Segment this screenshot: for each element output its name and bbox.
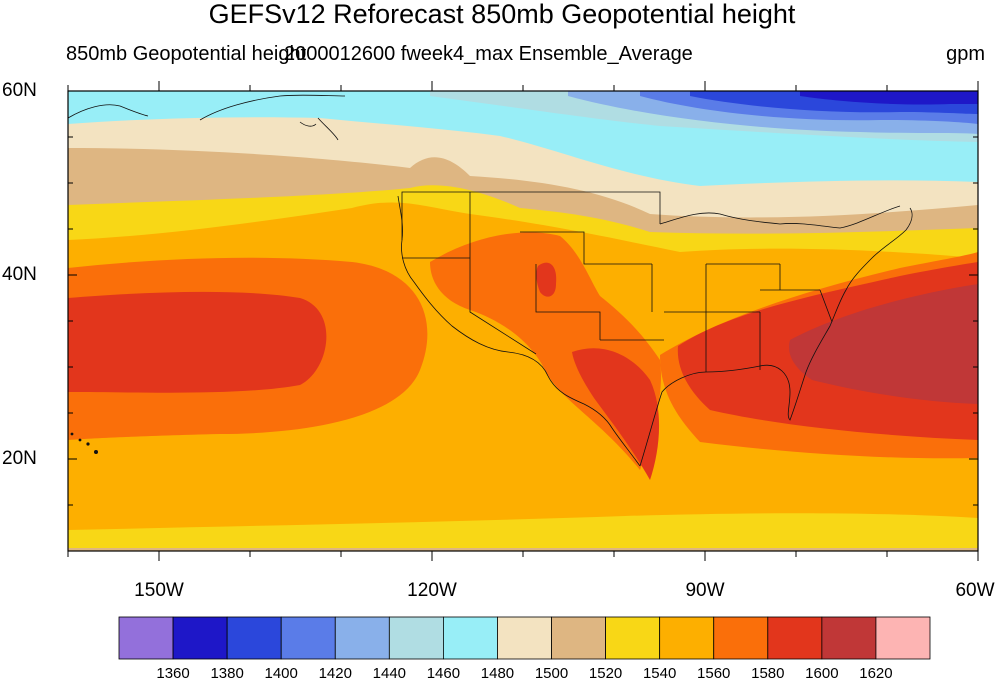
colorbar-label: 1620 <box>859 665 893 682</box>
contour-band-south-1500 <box>68 548 978 551</box>
lat-label: 40N <box>2 264 37 285</box>
axis-ticks <box>67 81 979 561</box>
contour-band-1600-gulf-west <box>572 348 660 480</box>
colorbar-label: 1380 <box>210 665 244 682</box>
figure-title: GEFSv12 Reforecast 850mb Geopotential he… <box>208 0 796 29</box>
colorbar-label: 1500 <box>534 665 569 682</box>
colorbar-swatch <box>442 616 498 660</box>
colorbar-swatch <box>172 616 228 660</box>
lon-label: 150W <box>134 580 184 601</box>
colorbar-label: 1420 <box>318 665 352 682</box>
variable-subtitle: 850mb Geopotential height <box>66 43 307 65</box>
contour-band-1600-pacific-high <box>68 291 327 393</box>
colorbar-label: 1480 <box>480 665 515 682</box>
colorbar-label: 1360 <box>156 665 190 682</box>
contour-band-1380 <box>800 91 978 105</box>
colorbar-label: 1580 <box>751 665 785 682</box>
colorbar-label: 1440 <box>372 665 407 682</box>
colorbar-swatch <box>226 616 282 660</box>
colorbar-label: 1540 <box>642 665 677 682</box>
colorbar-swatch <box>118 616 174 660</box>
colorbar-swatch <box>713 616 769 660</box>
map-plot-area <box>68 91 978 551</box>
colorbar-label: 1560 <box>697 665 731 682</box>
colorbar-swatch <box>659 616 715 660</box>
colorbar-swatch <box>280 616 336 660</box>
run-subtitle: 2000012600 fweek4_max Ensemble_Average <box>284 43 693 65</box>
lon-label: 120W <box>407 580 457 601</box>
colorbar-swatch <box>551 616 606 660</box>
contour-band-1620-atlantic-high <box>788 284 978 404</box>
colorbar-swatch <box>605 616 661 660</box>
coastlines-and-borders <box>68 94 913 467</box>
lat-label: 60N <box>2 80 37 101</box>
colorbar-swatch <box>334 616 390 660</box>
colorbar-swatch <box>875 616 931 660</box>
colorbar-label: 1520 <box>588 665 623 682</box>
contour-band-1580-interior-west <box>430 232 661 470</box>
colorbar-swatch <box>388 616 444 660</box>
lon-label: 90W <box>685 580 725 601</box>
hawaii-islands <box>70 432 98 454</box>
colorbar-swatch <box>497 616 552 660</box>
contour-band-south-1520 <box>68 513 978 548</box>
colorbar-label: 1460 <box>426 665 461 682</box>
colorbar-swatch <box>821 616 877 660</box>
colorbar-label: 1600 <box>805 665 839 682</box>
units-subtitle: gpm <box>946 43 985 65</box>
lat-label: 20N <box>2 448 37 469</box>
colorbar-label: 1400 <box>264 665 298 682</box>
colorbar-swatch <box>767 616 823 660</box>
lon-label: 60W <box>955 580 995 601</box>
contour-band-1600-rockies <box>536 262 557 297</box>
colorbar <box>118 616 931 660</box>
